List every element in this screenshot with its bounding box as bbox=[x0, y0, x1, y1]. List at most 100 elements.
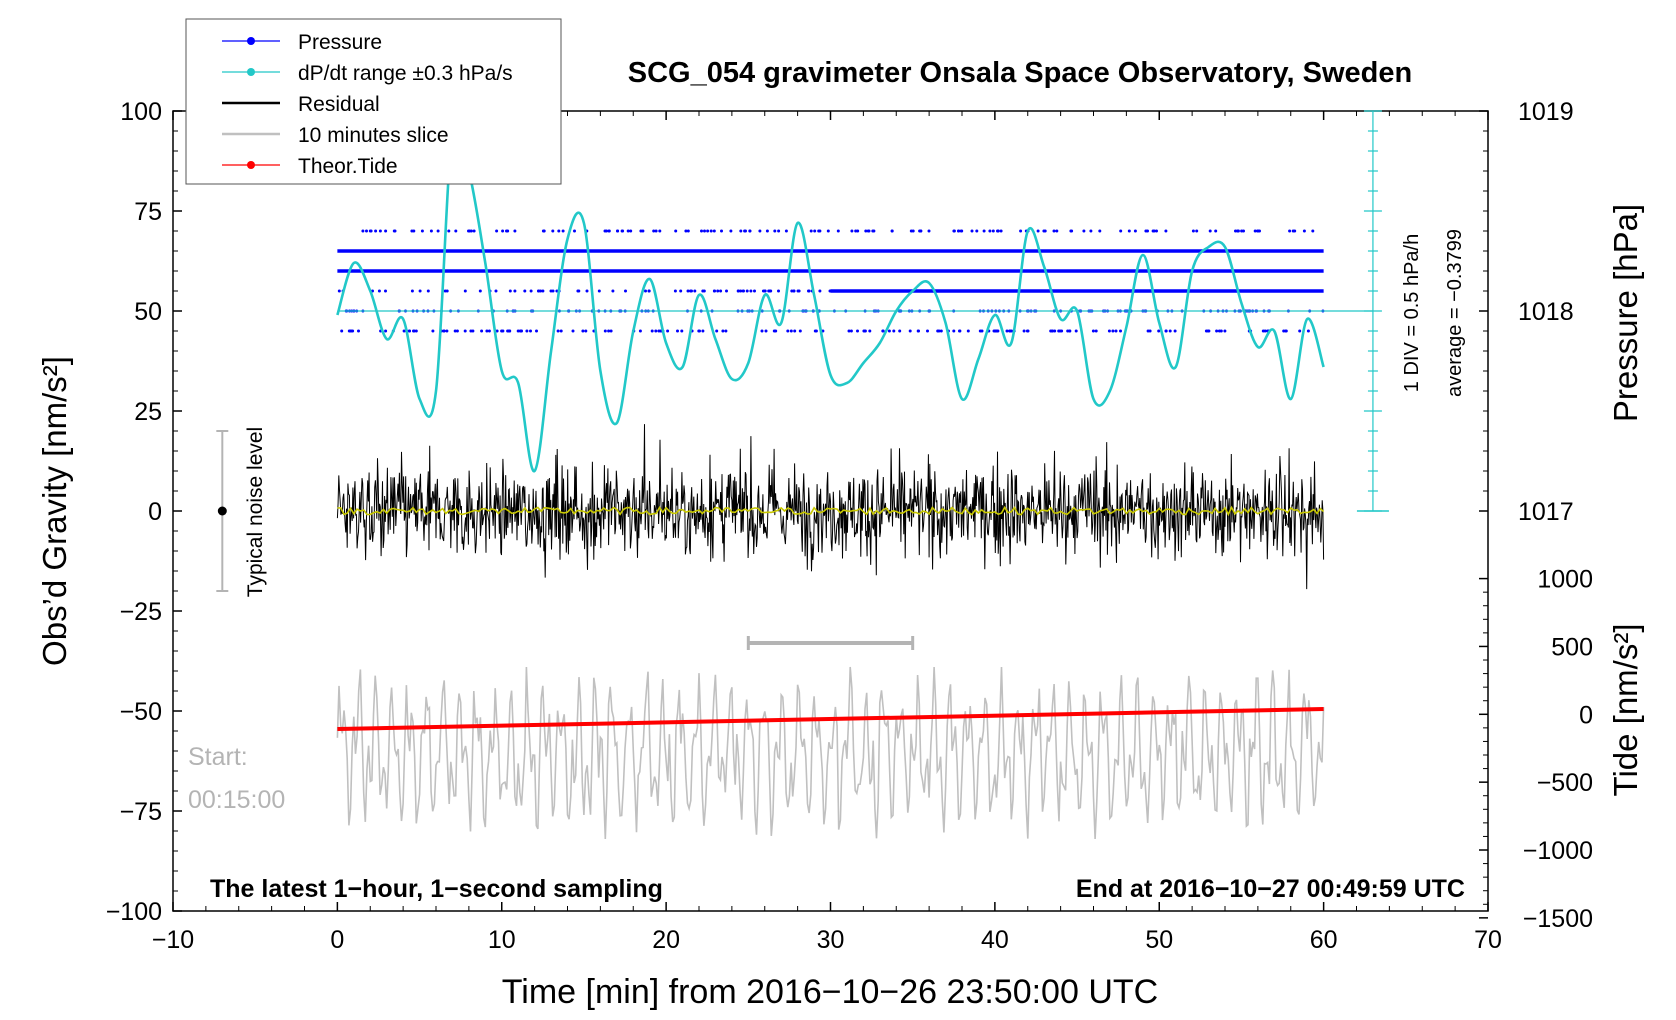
pressure-point bbox=[970, 229, 974, 233]
pressure-point bbox=[701, 329, 705, 333]
pressure-point bbox=[532, 249, 536, 253]
pressure-point bbox=[895, 249, 899, 253]
pressure-point bbox=[736, 289, 740, 293]
tide-series-line bbox=[337, 707, 1324, 731]
pressure-point bbox=[817, 249, 821, 253]
pressure-point bbox=[847, 329, 851, 333]
noise-level-label: Typical noise level bbox=[244, 427, 267, 597]
pressure-point bbox=[1047, 249, 1051, 253]
pressure-point bbox=[850, 229, 854, 233]
pressure-point bbox=[784, 229, 788, 233]
legend-label: 10 minutes slice bbox=[298, 124, 449, 147]
pressure-point bbox=[1046, 269, 1050, 273]
pressure-point bbox=[1120, 289, 1124, 293]
pressure-point bbox=[378, 229, 382, 233]
pressure-point bbox=[1091, 329, 1095, 333]
pressure-point bbox=[1191, 229, 1195, 233]
pressure-point bbox=[650, 329, 654, 333]
pressure-point bbox=[796, 269, 800, 273]
pressure-point bbox=[958, 329, 962, 333]
pressure-point bbox=[1261, 329, 1265, 333]
pressure-point bbox=[952, 229, 956, 233]
pressure-point bbox=[916, 329, 920, 333]
pressure-point bbox=[1217, 329, 1221, 333]
pressure-point bbox=[1287, 269, 1291, 273]
pressure-point bbox=[488, 269, 492, 273]
pressure-point bbox=[939, 329, 943, 333]
y-axis-label: Obs’d Gravity [nm/s²] bbox=[36, 356, 73, 666]
pressure-point bbox=[873, 249, 877, 253]
pressure-point bbox=[797, 289, 801, 293]
legend-swatch-dot bbox=[247, 161, 255, 169]
pressure-point bbox=[899, 249, 903, 253]
pressure-point bbox=[609, 329, 613, 333]
pressure-point bbox=[1274, 289, 1278, 293]
pressure-point bbox=[911, 249, 915, 253]
pressure-point bbox=[1152, 229, 1156, 233]
pressure-point bbox=[1317, 249, 1320, 253]
pressure-point bbox=[1221, 289, 1225, 293]
pressure-point bbox=[680, 329, 684, 333]
pressure-point bbox=[1114, 329, 1118, 333]
pressure-point bbox=[1038, 289, 1042, 293]
pressure-point bbox=[1020, 289, 1024, 293]
pressure-point bbox=[739, 229, 743, 233]
pressure-point bbox=[338, 269, 342, 273]
pressure-point bbox=[871, 229, 875, 233]
legend-box bbox=[185, 18, 562, 185]
pressure-point bbox=[1052, 229, 1056, 233]
pressure-point bbox=[611, 289, 615, 293]
pressure-point bbox=[527, 269, 531, 273]
pressure-point bbox=[1226, 269, 1230, 273]
pressure-point bbox=[412, 229, 416, 233]
pressure-point bbox=[999, 229, 1003, 233]
pressure-point bbox=[936, 289, 940, 293]
pressure-point bbox=[1046, 289, 1050, 293]
pressure-point bbox=[1311, 289, 1315, 293]
pressure-point bbox=[828, 289, 832, 293]
pressure-point bbox=[1089, 229, 1093, 233]
pressure-point bbox=[351, 329, 355, 333]
pressure-point bbox=[1107, 289, 1111, 293]
pressure-point bbox=[753, 289, 756, 293]
pressure-point bbox=[1044, 289, 1048, 293]
pressure-point bbox=[1295, 289, 1299, 293]
pressure-point bbox=[384, 329, 388, 333]
x-tick-label: 10 bbox=[488, 926, 516, 954]
tide-tick-label: 500 bbox=[1551, 633, 1593, 661]
pressure-point bbox=[716, 289, 720, 293]
pressure-point bbox=[772, 329, 776, 333]
pressure-point bbox=[765, 229, 769, 233]
pressure-point bbox=[602, 269, 606, 273]
pressure-point bbox=[748, 229, 752, 233]
pressure-point bbox=[742, 289, 745, 293]
pressure-point bbox=[1060, 329, 1064, 333]
pressure-point bbox=[426, 269, 430, 273]
pressure-point bbox=[605, 229, 608, 233]
pressure-point bbox=[1300, 289, 1304, 293]
pressure-point bbox=[867, 229, 871, 233]
pressure-point bbox=[729, 229, 733, 233]
pressure-point bbox=[368, 229, 372, 233]
pressure-point bbox=[856, 229, 860, 233]
pressure-point bbox=[1306, 289, 1310, 293]
pressure-point bbox=[743, 229, 747, 233]
pressure-point bbox=[780, 249, 784, 253]
pressure-point bbox=[507, 249, 511, 253]
pressure-point bbox=[443, 289, 447, 293]
pressure-point bbox=[1019, 229, 1023, 233]
pressure-point bbox=[919, 269, 923, 273]
pressure-point bbox=[442, 329, 446, 333]
pressure-point bbox=[654, 229, 658, 233]
pressure-point bbox=[578, 249, 582, 253]
pressure-point bbox=[1236, 229, 1239, 233]
pressure-point bbox=[976, 289, 980, 293]
pressure-point bbox=[619, 269, 623, 273]
pressure-point bbox=[524, 269, 528, 273]
y-tick-label: −100 bbox=[106, 898, 162, 926]
pressure-point bbox=[447, 229, 451, 233]
pressure-point bbox=[881, 329, 885, 333]
pressure-point bbox=[634, 249, 638, 253]
pressure-point bbox=[982, 229, 986, 233]
pressure-point bbox=[337, 289, 341, 293]
